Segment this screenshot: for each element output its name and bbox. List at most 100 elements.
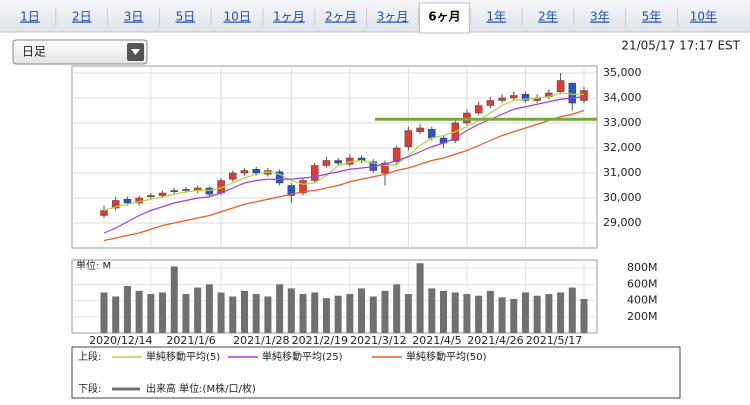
volume-bar xyxy=(194,287,202,333)
volume-bar xyxy=(100,292,108,333)
legend-title: 上段: xyxy=(78,350,101,363)
tab[interactable]: 3ヶ月 xyxy=(377,10,409,24)
dropdown-label[interactable]: 日足 xyxy=(22,45,46,59)
volume-bar xyxy=(533,295,541,333)
y-tick-label: 29,000 xyxy=(603,216,642,229)
tab[interactable]: 10年 xyxy=(690,10,717,24)
x-tick-label: 2021/3/12 xyxy=(350,334,406,347)
tab[interactable]: 1日 xyxy=(20,10,40,24)
volume-bar xyxy=(416,263,424,333)
volume-bar xyxy=(264,296,272,333)
candle-body xyxy=(322,160,331,166)
volume-bar xyxy=(393,284,401,333)
volume-bar xyxy=(428,288,436,333)
x-tick-label: 2021/5/17 xyxy=(526,334,582,347)
volume-bar xyxy=(182,294,190,333)
moving-average-line xyxy=(103,96,585,234)
y-tick-label: 32,000 xyxy=(603,141,642,154)
tab-bar xyxy=(0,0,750,32)
candle-body xyxy=(521,94,530,101)
volume-bar xyxy=(486,290,494,333)
candle-body xyxy=(310,165,319,181)
candle-body xyxy=(580,90,588,101)
volume-unit: 単位: M xyxy=(76,259,111,272)
y-tick-label: 800M xyxy=(627,261,658,274)
volume-bar xyxy=(404,294,412,333)
volume-bar xyxy=(135,290,143,333)
volume-bar xyxy=(252,294,260,333)
legend-box xyxy=(71,346,681,399)
candle-body xyxy=(240,170,249,174)
x-tick-label: 2021/1/28 xyxy=(233,334,289,347)
candle-body xyxy=(205,187,214,195)
candle-body xyxy=(474,105,483,114)
legend-label: 出来高 単位:(M株/口/枚) xyxy=(146,382,256,395)
candle-body xyxy=(510,95,518,99)
volume-bar xyxy=(451,292,459,333)
tab[interactable]: 2年 xyxy=(538,10,558,24)
tab[interactable]: 3日 xyxy=(124,10,144,24)
volume-bar xyxy=(240,290,248,333)
price-plot-frame xyxy=(71,65,598,249)
tab[interactable]: 5日 xyxy=(176,10,196,24)
tab[interactable]: 10日 xyxy=(224,10,251,24)
tab[interactable]: 2ヶ月 xyxy=(325,10,357,24)
candle-body xyxy=(287,185,296,196)
dropdown-arrow xyxy=(131,49,140,55)
candle-body xyxy=(158,192,167,196)
candle-body xyxy=(275,171,284,184)
candle-body xyxy=(498,97,506,101)
candle-body xyxy=(404,130,413,147)
volume-bar xyxy=(217,292,225,333)
tab[interactable]: 1ヶ月 xyxy=(273,10,305,24)
volume-bar xyxy=(276,284,284,333)
tab[interactable]: 6ヶ月 xyxy=(428,10,460,24)
volume-bar xyxy=(123,285,131,333)
tab[interactable]: 3年 xyxy=(590,10,610,24)
timestamp: 21/05/17 17:17 EST xyxy=(621,39,740,53)
candle-body xyxy=(568,82,577,104)
candle-body xyxy=(229,172,237,180)
tab[interactable]: 5年 xyxy=(642,10,662,24)
tab[interactable]: 2日 xyxy=(72,10,92,24)
moving-average-line xyxy=(103,92,584,212)
volume-bar xyxy=(299,294,307,333)
legend-label: 単純移動平均(50) xyxy=(406,350,487,363)
x-tick-label: 2020/12/14 xyxy=(89,334,152,347)
volume-bar xyxy=(322,298,330,333)
x-tick-label: 2021/2/19 xyxy=(292,334,348,347)
volume-bar xyxy=(147,294,155,333)
candle-body xyxy=(123,199,132,204)
candle-body xyxy=(556,80,565,92)
volume-bar xyxy=(545,294,553,333)
candle-body xyxy=(486,100,495,106)
volume-bar xyxy=(287,288,295,333)
volume-bar xyxy=(580,298,588,333)
legend-label: 単純移動平均(25) xyxy=(262,350,343,363)
candle-body xyxy=(299,180,307,194)
y-tick-label: 30,000 xyxy=(603,191,642,204)
volume-bar xyxy=(159,292,167,333)
volume-bar xyxy=(346,294,354,333)
volume-bar xyxy=(521,292,529,333)
volume-bar xyxy=(369,296,377,333)
volume-bar xyxy=(170,266,178,333)
volume-bar xyxy=(229,296,237,333)
candle-body xyxy=(252,169,260,174)
y-tick-label: 600M xyxy=(627,277,658,290)
candle-body xyxy=(182,189,190,191)
candle-body xyxy=(381,162,389,174)
volume-bar xyxy=(381,290,389,333)
dropdown[interactable] xyxy=(12,39,148,65)
candle-body xyxy=(147,195,155,197)
y-tick-label: 31,000 xyxy=(603,166,642,179)
volume-bar xyxy=(568,287,576,333)
tab-active xyxy=(418,2,470,34)
moving-average-line xyxy=(103,109,585,242)
tab[interactable]: 1年 xyxy=(486,10,506,24)
candle-body xyxy=(334,160,342,164)
y-tick-label: 400M xyxy=(627,294,658,307)
volume-bar xyxy=(112,296,120,333)
volume-bar xyxy=(510,298,518,333)
